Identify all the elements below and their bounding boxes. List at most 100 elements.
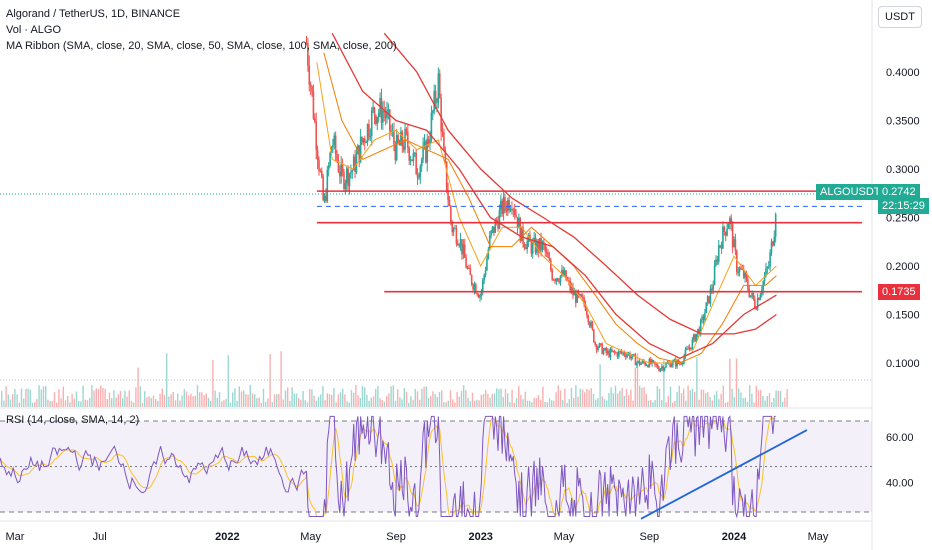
volume-bar — [531, 402, 533, 407]
volume-legend[interactable]: Vol · ALGO — [6, 24, 62, 36]
volume-bar — [454, 402, 456, 407]
volume-bar — [537, 395, 540, 407]
candle-body — [500, 200, 502, 211]
volume-bar — [716, 391, 718, 407]
volume-bar — [353, 392, 355, 407]
volume-bar — [60, 398, 62, 407]
volume-bar — [170, 394, 172, 407]
candle-body — [401, 131, 404, 147]
volume-bar — [234, 388, 236, 407]
volume-bar — [498, 389, 500, 407]
volume-bar — [31, 402, 34, 407]
volume-bar — [16, 394, 18, 407]
volume-bar — [656, 386, 658, 407]
volume-bar — [177, 393, 179, 407]
time-tick-label: May — [300, 531, 321, 543]
volume-bar — [102, 387, 104, 407]
volume-bar — [687, 385, 689, 407]
ma-ribbon-legend[interactable]: MA Ribbon (SMA, close, 20, SMA, close, 5… — [6, 40, 397, 52]
volume-bar — [159, 393, 161, 407]
volume-bar — [465, 390, 467, 407]
candle-body — [623, 352, 626, 356]
volume-bar — [639, 385, 641, 407]
candle-body — [432, 110, 434, 113]
candle-body — [593, 329, 595, 343]
candle-body — [609, 349, 612, 358]
candle-body — [493, 226, 495, 233]
currency-button[interactable]: USDT — [878, 6, 922, 28]
candle-body — [606, 350, 609, 354]
volume-bar — [731, 388, 733, 407]
candle-body — [330, 146, 333, 153]
volume-bar — [559, 390, 562, 407]
candle-body — [748, 289, 751, 297]
volume-bar — [146, 397, 148, 407]
volume-bar — [298, 398, 300, 407]
candle-body — [351, 170, 354, 172]
rsi-legend[interactable]: RSI (14, close, SMA, 14, 2) — [6, 414, 140, 426]
candle-body — [537, 240, 540, 252]
volume-bar — [390, 386, 392, 407]
volume-bar — [749, 385, 751, 407]
candle-body — [494, 220, 497, 233]
volume-bar — [738, 388, 740, 407]
candle-body — [727, 223, 730, 229]
volume-bar — [328, 394, 331, 407]
volume-bar — [119, 390, 122, 407]
volume-bar — [476, 399, 478, 407]
candle-body — [636, 362, 638, 366]
candle-body — [341, 163, 344, 172]
candle-body — [773, 236, 776, 246]
candle-body — [451, 221, 454, 233]
volume-bar — [630, 389, 632, 407]
volume-bar — [555, 392, 557, 407]
volume-bar — [652, 402, 654, 407]
rsi-trendline — [640, 429, 808, 520]
candle-body — [307, 43, 309, 66]
volume-bar — [91, 385, 93, 407]
volume-bar — [40, 389, 42, 407]
volume-bar — [595, 399, 597, 407]
volume-bar — [773, 397, 775, 407]
volume-bar — [617, 393, 619, 407]
candle-body — [461, 239, 463, 255]
volume-bar — [247, 394, 249, 407]
volume-bar — [678, 385, 680, 407]
candle-body — [422, 145, 424, 160]
volume-bar — [650, 399, 652, 407]
candle-body — [541, 241, 544, 251]
candle-body — [591, 322, 594, 330]
time-tick-label: 2024 — [722, 531, 747, 543]
volume-bar — [216, 398, 218, 407]
volume-bar — [339, 392, 342, 407]
candle-body — [433, 90, 435, 111]
volume-bar — [601, 396, 603, 407]
candle-body — [580, 294, 583, 298]
candle-body — [491, 226, 494, 231]
ma-ribbon — [316, 32, 777, 364]
candle-body — [336, 153, 338, 161]
volume-bar — [80, 401, 82, 407]
candle-body — [662, 366, 665, 371]
candle-body — [484, 270, 487, 275]
volume-bar — [287, 387, 289, 407]
candle-body — [705, 302, 708, 314]
candle-body — [755, 307, 758, 310]
candle-body — [568, 280, 570, 282]
volume-bar — [661, 400, 663, 407]
symbol-title[interactable]: Algorand / TetherUS, 1D, BINANCE — [6, 8, 181, 20]
volume-bar — [746, 401, 749, 407]
candle-body — [544, 244, 547, 252]
candle-body — [411, 159, 413, 161]
volume-bar — [84, 399, 86, 407]
candle-body — [722, 226, 724, 249]
volume-bar — [647, 400, 650, 407]
candle-body — [555, 278, 558, 282]
volume-bar — [126, 396, 128, 407]
volume-bar — [427, 397, 430, 407]
volume-bar — [368, 400, 370, 407]
volume-bar — [249, 385, 251, 407]
rsi-tick-label: 40.00 — [886, 477, 914, 489]
volume-bar — [691, 388, 694, 407]
